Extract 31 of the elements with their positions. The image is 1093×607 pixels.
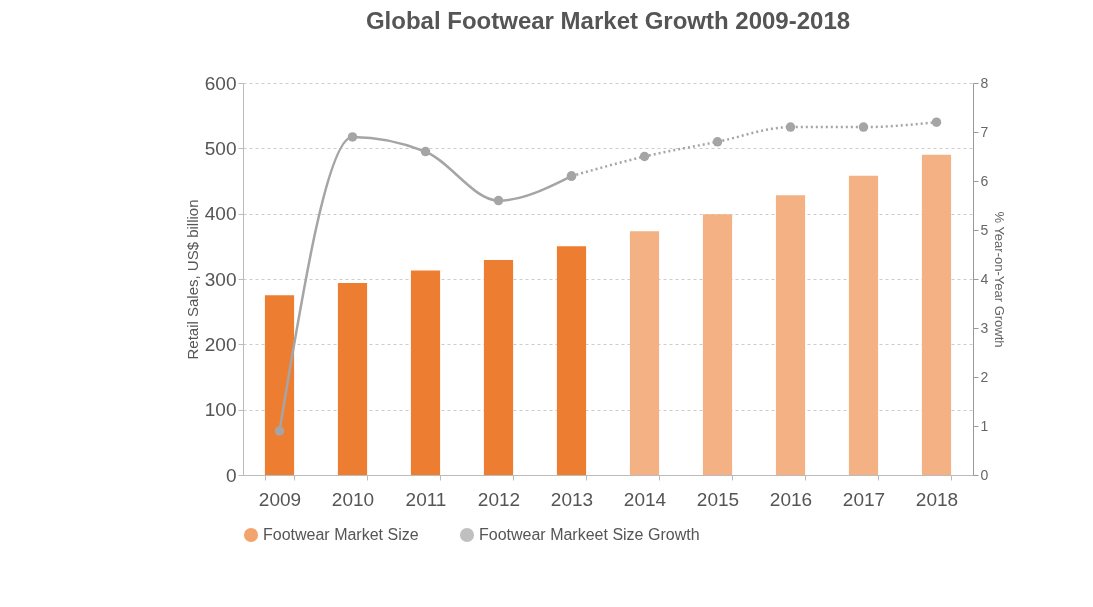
x-tick-label: 2018 [915, 488, 959, 510]
x-tick-label: 2009 [258, 488, 302, 510]
chart-title: Global Footwear Market Growth 2009-2018 [365, 7, 851, 34]
y2-tick-label: 1 [980, 417, 989, 434]
y-tick-label: 600 [204, 72, 237, 94]
y-tick-label: 500 [204, 137, 237, 159]
y-tick-label: 100 [204, 399, 237, 421]
y-tick-label: 400 [204, 203, 237, 225]
y-axis-title: Retail Sales, US$ billion [183, 199, 201, 360]
x-tick-label: 2016 [769, 488, 813, 510]
y2-tick-label: 4 [980, 270, 989, 287]
y-tick-label: 0 [225, 464, 237, 486]
y2-tick-label: 3 [980, 319, 989, 336]
x-tick-label: 2014 [623, 488, 667, 510]
y2-tick-label: 7 [980, 123, 989, 140]
x-tick-label: 2015 [696, 488, 740, 510]
x-tick-label: 2013 [550, 488, 594, 510]
x-tick-label: 2017 [842, 488, 886, 510]
x-tick-label: 2012 [477, 488, 521, 510]
y2-tick-label: 5 [980, 221, 989, 238]
y-tick-label: 200 [204, 333, 237, 355]
y2-tick-label: 8 [980, 74, 989, 91]
y-tick-label: 300 [204, 268, 237, 290]
x-tick-label: 2010 [331, 488, 375, 510]
y2-tick-label: 6 [980, 172, 989, 189]
legend-label: Footwear Markeet Size Growth [479, 526, 700, 543]
y2-tick-label: 0 [980, 466, 989, 483]
y2-tick-label: 2 [980, 368, 989, 385]
y2-axis-title: % Year-on-Year Growth [992, 211, 1008, 348]
legend-label: Footwear Market Size [263, 526, 419, 543]
x-tick-label: 2011 [405, 488, 447, 510]
